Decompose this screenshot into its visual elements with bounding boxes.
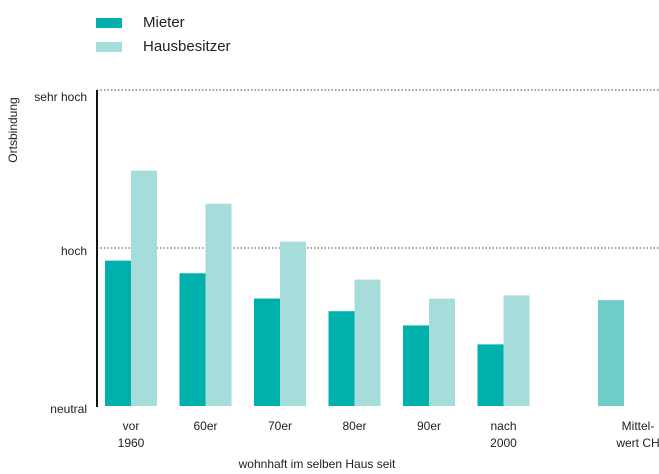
legend-label: Mieter xyxy=(143,14,185,31)
x-tick-label: 80er xyxy=(342,419,367,433)
y-tick-label: sehr hoch xyxy=(34,90,87,104)
legend-swatch xyxy=(96,42,122,52)
x-tick-label: 60er xyxy=(193,419,218,433)
legend-swatch xyxy=(96,18,122,28)
x-tick-label: 70er xyxy=(267,419,293,433)
bar xyxy=(179,273,206,406)
x-tick-label: 90er xyxy=(416,419,442,433)
x-tick-label: nach 2000 xyxy=(490,419,517,450)
bar xyxy=(254,298,280,406)
x-axis-label: wohnhaft im selben Haus seit xyxy=(238,457,396,471)
bar xyxy=(403,325,429,406)
average-bar xyxy=(598,300,624,406)
bar xyxy=(205,203,232,406)
bar xyxy=(131,170,157,406)
y-axis-label: Ortsbindung xyxy=(6,97,20,162)
bar xyxy=(280,241,306,406)
bar xyxy=(477,344,504,406)
average-label: Mittel- wert CH xyxy=(616,419,659,450)
bar xyxy=(429,298,455,406)
x-tick-label: vor 1960 xyxy=(117,419,145,450)
bar xyxy=(354,279,381,406)
bar xyxy=(105,260,131,406)
legend-label: Hausbesitzer xyxy=(143,38,231,55)
bar xyxy=(328,311,355,406)
bar xyxy=(503,295,530,406)
y-tick-label: hoch xyxy=(61,244,87,258)
y-tick-label: neutral xyxy=(50,402,87,416)
